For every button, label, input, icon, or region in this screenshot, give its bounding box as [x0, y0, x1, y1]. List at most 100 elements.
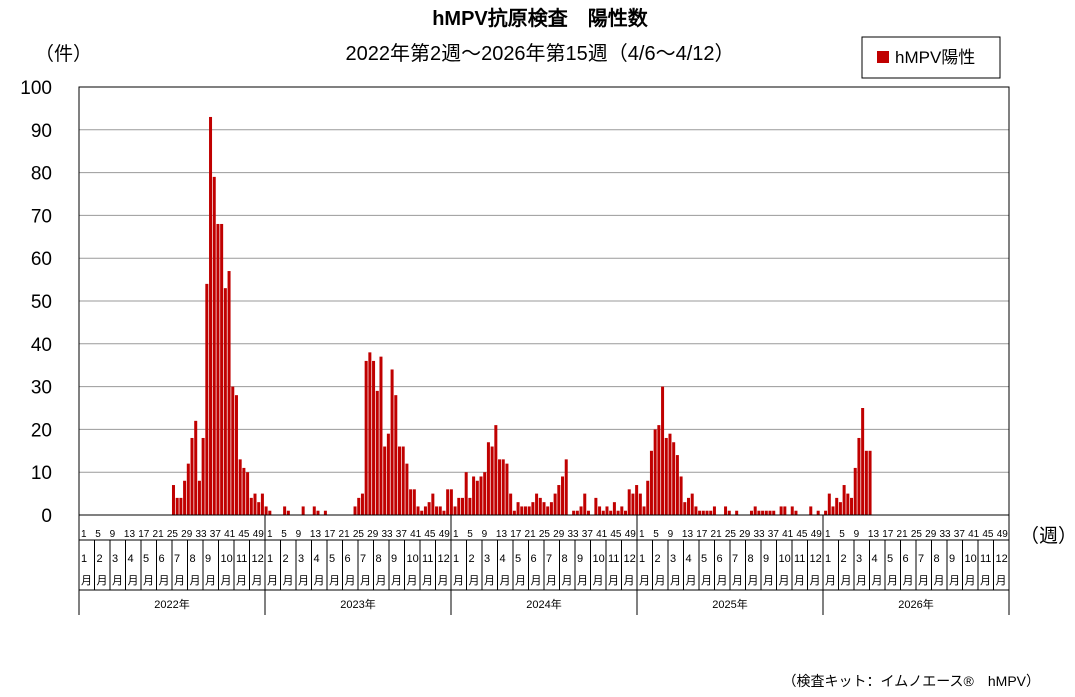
month-number: 8: [562, 553, 568, 565]
bar: [394, 395, 398, 515]
bar: [853, 467, 857, 515]
bar: [460, 497, 464, 515]
bar: [372, 360, 376, 515]
bar: [598, 506, 602, 515]
month-number: 4: [314, 553, 320, 565]
month-suffix: 月: [531, 575, 542, 587]
month-suffix: 月: [639, 575, 650, 587]
bar: [231, 386, 235, 515]
month-number: 8: [190, 553, 196, 565]
month-suffix: 月: [112, 575, 123, 587]
month-number: 4: [872, 553, 878, 565]
week-tick-label: 41: [224, 529, 236, 540]
bar: [712, 506, 716, 515]
bar: [564, 459, 568, 515]
month-suffix: 月: [453, 575, 464, 587]
month-number: 8: [748, 553, 754, 565]
bar: [620, 506, 624, 515]
bar: [572, 510, 576, 515]
week-tick-label: 29: [925, 529, 937, 540]
week-tick-label: 37: [210, 529, 222, 540]
month-suffix: 月: [205, 575, 216, 587]
bar: [353, 506, 357, 515]
bar: [360, 493, 364, 515]
week-tick-label: 41: [968, 529, 980, 540]
bar: [642, 506, 646, 515]
week-tick-label: 41: [596, 529, 608, 540]
bar: [405, 463, 409, 515]
bar: [479, 476, 483, 515]
bar: [835, 497, 839, 515]
week-tick-label: 9: [482, 529, 488, 540]
bar: [323, 510, 327, 515]
month-number: 1: [81, 553, 87, 565]
bar: [316, 510, 320, 515]
bar: [475, 480, 479, 515]
bar: [549, 502, 553, 515]
bar: [649, 450, 653, 515]
month-number: 3: [298, 553, 304, 565]
bar: [412, 489, 416, 515]
bar: [183, 480, 187, 515]
month-suffix: 月: [748, 575, 759, 587]
month-number: 8: [934, 553, 940, 565]
month-suffix: 月: [438, 575, 449, 587]
bar: [397, 446, 402, 515]
month-number: 7: [546, 553, 552, 565]
y-tick-label: 100: [20, 78, 52, 99]
bar: [416, 506, 420, 515]
month-number: 10: [407, 553, 419, 565]
month-suffix: 月: [841, 575, 852, 587]
month-number: 9: [949, 553, 955, 565]
bar: [561, 476, 565, 515]
week-tick-label: 9: [668, 529, 674, 540]
y-tick-label: 30: [31, 378, 52, 399]
bar: [546, 506, 550, 515]
week-tick-label: 21: [711, 529, 723, 540]
month-suffix: 月: [810, 575, 821, 587]
bar: [234, 395, 238, 515]
month-suffix: 月: [577, 575, 588, 587]
month-suffix: 月: [593, 575, 604, 587]
month-number: 2: [469, 553, 475, 565]
month-number: 9: [577, 553, 583, 565]
bar: [864, 450, 868, 515]
bar: [427, 502, 431, 515]
legend-label: hMPV陽性: [895, 48, 975, 67]
bar: [753, 506, 757, 515]
bar: [223, 288, 227, 515]
month-number: 5: [701, 553, 707, 565]
week-tick-label: 33: [939, 529, 951, 540]
month-number: 1: [639, 553, 645, 565]
week-tick-label: 33: [753, 529, 765, 540]
week-tick-label: 45: [610, 529, 622, 540]
month-suffix: 月: [949, 575, 960, 587]
bar-series: [171, 116, 872, 516]
bar: [675, 455, 679, 515]
y-tick-label: 60: [31, 249, 52, 270]
bar: [175, 497, 179, 515]
y-tick-label: 80: [31, 164, 52, 185]
month-suffix: 月: [980, 575, 991, 587]
month-number: 1: [267, 553, 273, 565]
week-tick-label: 49: [253, 529, 265, 540]
bar: [842, 485, 846, 515]
week-tick-label: 1: [81, 529, 87, 540]
week-tick-label: 21: [525, 529, 537, 540]
bar: [816, 510, 820, 515]
bar: [683, 502, 687, 515]
y-tick-label: 10: [31, 463, 52, 484]
bar: [761, 510, 765, 515]
month-number: 12: [252, 553, 264, 565]
plot-area: [78, 86, 1010, 516]
week-tick-label: 5: [467, 529, 473, 540]
bar: [605, 506, 609, 515]
month-number: 7: [360, 553, 366, 565]
month-suffix: 月: [469, 575, 480, 587]
week-tick-label: 29: [367, 529, 379, 540]
bar: [446, 489, 450, 515]
chart-title: hMPV抗原検査 陽性数: [432, 6, 649, 30]
bar: [264, 506, 268, 515]
month-suffix: 月: [732, 575, 743, 587]
bar: [635, 485, 639, 515]
